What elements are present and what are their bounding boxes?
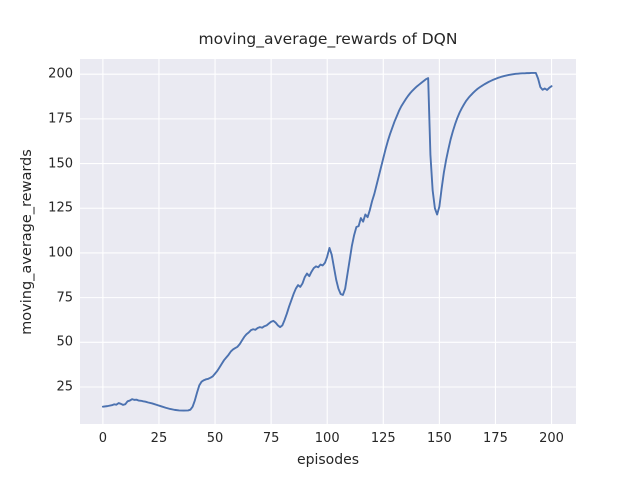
y-tick-label: 125	[48, 200, 73, 216]
y-tick-label: 25	[56, 379, 73, 395]
plot-svg	[80, 59, 576, 424]
x-tick-label: 50	[206, 431, 224, 446]
data-line	[101, 71, 553, 412]
x-tick-label: 25	[150, 431, 168, 446]
x-tick-label: 150	[426, 431, 452, 446]
x-tick-label: 200	[539, 431, 564, 446]
x-tick-label: 175	[483, 431, 508, 446]
x-axis-label: episodes	[296, 452, 360, 468]
x-tick-label: 0	[98, 431, 108, 446]
x-tick-label: 75	[262, 431, 280, 446]
chart-title: moving_average_rewards of DQN	[198, 30, 458, 48]
plot-area	[80, 59, 576, 424]
y-tick-label: 175	[48, 111, 73, 127]
x-tick-label: 100	[314, 431, 340, 446]
y-axis-label-text: moving_average_rewards	[19, 149, 35, 335]
y-tick-label: 50	[56, 334, 73, 350]
y-tick-label: 100	[48, 245, 73, 261]
y-tick-label: 150	[48, 156, 73, 172]
y-tick-label: 75	[56, 290, 73, 306]
y-tick-label: 200	[48, 66, 73, 82]
x-tick-label: 125	[370, 431, 396, 446]
